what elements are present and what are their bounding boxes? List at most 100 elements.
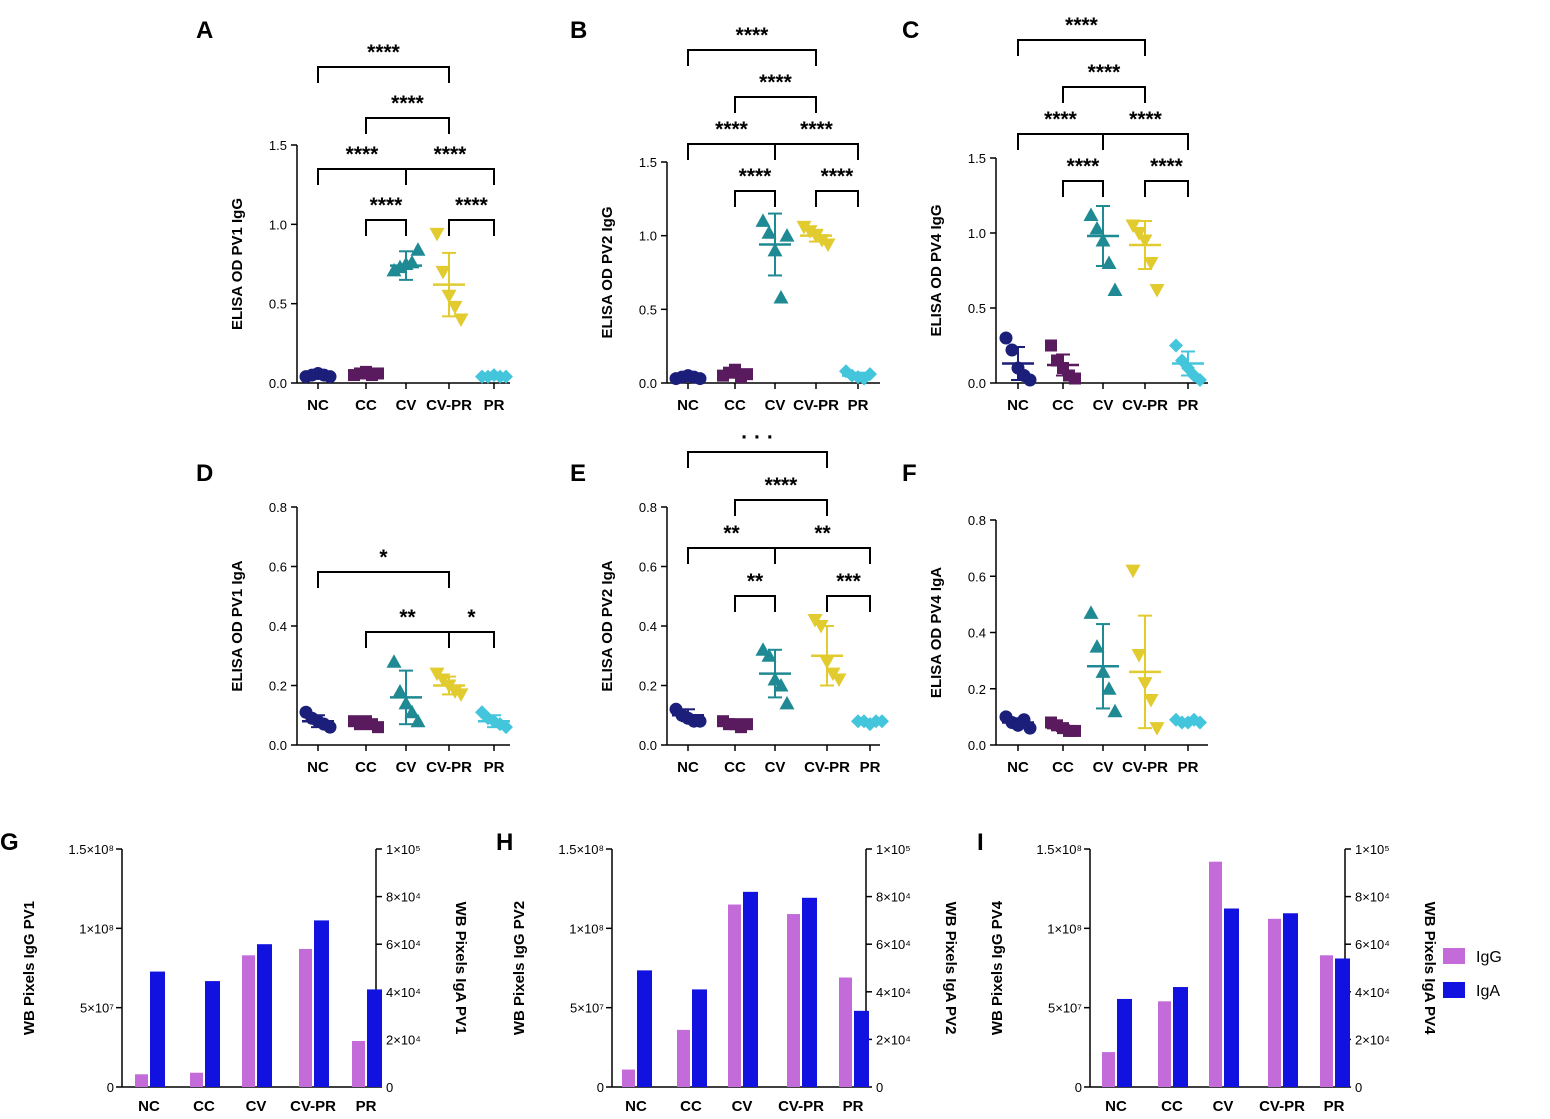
data-point [1143,694,1159,708]
y-axis-title: WB Pixels IgG PV1 [21,901,38,1035]
x-tick-label: NC [677,759,699,776]
data-point [447,300,463,315]
bar-igg [677,1029,690,1087]
y-tick-label: 1.0 [639,229,657,244]
y-tick-label: 1.5 [968,151,986,166]
significance-label: ** [399,606,416,629]
y2-axis-title: WB Pixels IgA PV2 [942,902,959,1035]
data-point [435,265,451,280]
significance-bracket [826,595,871,612]
panel-letter: H [496,829,513,856]
data-point [429,227,445,242]
significance-bracket [448,631,495,648]
x-tick-label: CV-PR [778,1098,824,1115]
data-point [323,370,337,384]
panel-g: G 0 5×10⁷ 1×10⁸ 1.5×10⁸ 0 2×10⁴ 4×10⁴ 6×10⁴ 8×10⁴… [0,829,469,1115]
panel-c: C 0.0 0.5 1.0 1.5 ELISA OD PV4 IgG NC CC CV CV-PR… [902,14,1208,414]
x-tick-label: PR [356,1098,377,1115]
y-tick-label: 0.6 [269,560,287,575]
data-point [1101,681,1117,695]
significance-label: * [379,546,388,569]
x-tick-label: PR [484,759,505,776]
panel-e: E 0.0 0.2 0.4 0.6 0.8 ELISA OD PV2 IgA NC CC CV CV… [570,426,889,776]
y-tick-label: 1.0 [269,217,287,232]
significance-label: **** [367,41,401,64]
y-tick-label: 0.2 [639,679,657,694]
y-tick-label: 0 [1075,1080,1082,1095]
data-point [1143,257,1159,271]
y2-tick-label: 2×10⁴ [386,1032,421,1047]
bar-iga [150,971,165,1087]
y-tick-label: 0 [597,1080,604,1095]
y-tick-label: 0.6 [968,569,986,584]
data-point [453,313,469,328]
data-point [323,720,337,734]
significance-bracket [317,66,450,83]
data-point [1089,221,1105,235]
bar-iga [1283,913,1298,1087]
y-tick-label: 5×10⁷ [80,1001,114,1016]
significance-bracket [687,143,776,160]
significance-bracket [815,190,859,207]
y-tick-label: 0.2 [269,679,287,694]
x-tick-label: CC [680,1098,702,1115]
panel-letter: I [977,829,984,856]
y-tick-label: 0.0 [269,376,287,391]
data-point [1131,227,1147,241]
legend: IgG IgA [1443,948,1502,1000]
significance-label: *** [836,570,861,593]
y-tick-label: 1×10⁸ [569,921,604,936]
y-tick-label: 1.0 [968,226,986,241]
x-tick-label: CV [765,759,786,776]
bar-iga [257,944,272,1087]
y-axis-title: ELISA OD PV2 IgA [599,560,616,691]
y2-tick-label: 2×10⁴ [876,1032,911,1047]
panel-d: D 0.0 0.2 0.4 0.6 0.8 ELISA OD PV1 IgA NC CC CV CV… [196,460,513,776]
bar-igg [190,1072,203,1087]
y-tick-label: 0.8 [269,500,287,515]
x-tick-label: NC [677,397,699,414]
significance-bracket [734,96,817,113]
x-tick-label: CC [1161,1098,1183,1115]
data-point [499,720,513,735]
y2-tick-label: 8×10⁴ [1355,890,1390,905]
bar-igg [1320,955,1333,1087]
data-point [386,654,402,668]
data-point [999,331,1013,345]
significance-label: **** [800,118,834,141]
y2-tick-label: 4×10⁴ [386,985,421,1000]
significance-bracket [687,49,817,66]
x-tick-label: CV [1093,397,1114,414]
y-axis-title: ELISA OD PV4 IgA [928,567,945,698]
y-tick-label: 0.0 [269,738,287,753]
significance-label: **** [1067,155,1101,178]
data-point [1069,372,1081,385]
x-tick-label: NC [307,759,329,776]
y-tick-label: 0.0 [968,376,986,391]
y2-axis-title: WB Pixels IgA PV4 [1421,902,1438,1035]
data-point [773,290,789,304]
significance-label: ** [747,570,764,593]
significance-bracket [687,547,776,564]
x-tick-label: CV-PR [290,1098,336,1115]
bar-igg [135,1074,148,1087]
panel-f: F 0.0 0.2 0.4 0.6 0.8 ELISA OD PV4 IgA NC CC CV CV… [902,460,1208,776]
y2-tick-label: 6×10⁴ [1355,937,1390,952]
significance-bracket [687,451,828,468]
bar-iga [367,989,382,1087]
x-tick-label: PR [1178,759,1199,776]
significance-label: **** [715,118,749,141]
x-tick-label: CV-PR [426,759,472,776]
x-tick-label: CV-PR [1122,397,1168,414]
y-tick-label: 0.2 [968,682,986,697]
y-tick-label: 1.5×10⁸ [558,842,604,857]
legend-label: IgA [1476,983,1500,1000]
x-tick-label: CC [724,759,746,776]
bar-igg [299,948,312,1087]
data-point [1005,343,1019,357]
x-tick-label: CC [1052,759,1074,776]
y2-tick-label: 4×10⁴ [876,985,911,1000]
y2-tick-label: 0 [1355,1080,1362,1095]
y-tick-label: 1.5 [639,155,657,170]
panel-i: I 0 5×10⁷ 1×10⁸ 1.5×10⁸ 0 2×10⁴ 4×10⁴ 6×10⁴ 8×10⁴… [977,829,1438,1115]
